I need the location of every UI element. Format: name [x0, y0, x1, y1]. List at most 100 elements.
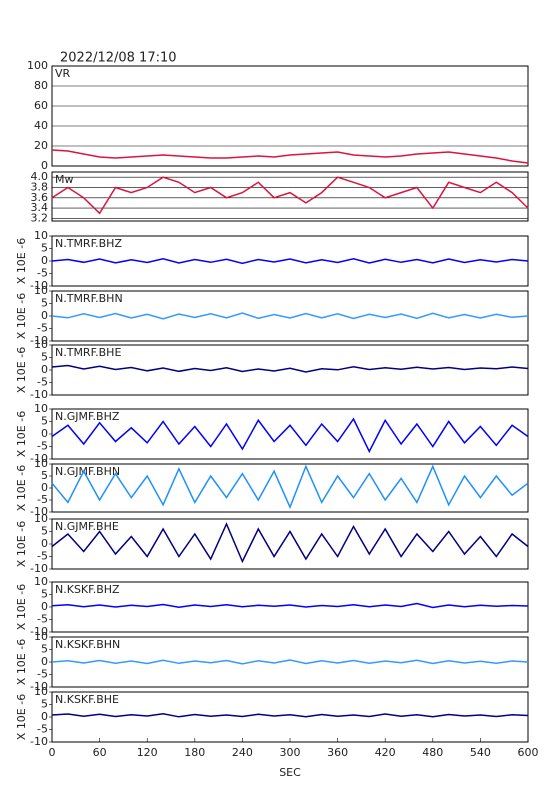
- line: [51, 659, 529, 665]
- y-tick-label: 10: [34, 229, 48, 242]
- panel-label: N.KSKF.BHZ: [55, 583, 120, 596]
- y-tick-label: -5: [37, 440, 48, 453]
- y-tick-label: -10: [30, 279, 48, 292]
- y-tick-label: 0: [41, 600, 48, 613]
- y-tick-label: 5: [41, 415, 48, 428]
- y-tick-label: 10: [34, 630, 48, 643]
- y-tick-label: 0: [41, 159, 48, 172]
- y-tick-label: 5: [41, 588, 48, 601]
- line: [51, 522, 529, 564]
- y-tick-label: 3.8: [31, 180, 49, 193]
- y-tick-label: 10: [34, 402, 48, 415]
- panel-label: Mw: [55, 173, 74, 186]
- y-tick-label: 3.4: [31, 201, 49, 214]
- panel-frame: [51, 344, 529, 396]
- x-tick-label: 480: [422, 746, 443, 759]
- line: [51, 176, 529, 215]
- y-axis-label: X 10E -6: [15, 584, 28, 630]
- y-tick-label: -5: [37, 668, 48, 681]
- panel-frame: [51, 518, 529, 570]
- y-tick-label: 0: [41, 309, 48, 322]
- y-tick-label: -5: [37, 613, 48, 626]
- line: [51, 713, 529, 718]
- panel-label: VR: [55, 67, 71, 80]
- y-tick-label: -10: [30, 334, 48, 347]
- y-tick-label: 10: [34, 338, 48, 351]
- line: [51, 602, 529, 609]
- y-tick-label: 0: [41, 254, 48, 267]
- y-tick-label: 0: [41, 481, 48, 494]
- line: [51, 312, 529, 320]
- y-axis-label: X 10E -6: [15, 347, 28, 393]
- panel-frame: [51, 65, 529, 167]
- y-tick-label: -10: [30, 388, 48, 401]
- panel-label: N.GJMF.BHN: [55, 465, 120, 478]
- panel-label: N.TMRF.BHE: [55, 346, 121, 359]
- y-tick-label: 5: [41, 525, 48, 538]
- x-axis-label: SEC: [279, 766, 301, 779]
- y-tick-label: -10: [30, 735, 48, 748]
- y-tick-label: 10: [34, 685, 48, 698]
- y-axis-label: X 10E -6: [15, 694, 28, 740]
- panel-label: N.TMRF.BHZ: [55, 237, 122, 250]
- y-tick-label: 20: [34, 139, 48, 152]
- panel-label: N.KSKF.BHE: [55, 693, 119, 706]
- y-axis-label: X 10E -6: [15, 521, 28, 567]
- x-tick-label: 300: [280, 746, 301, 759]
- chart-title: 2022/12/08 17:10: [60, 51, 177, 66]
- y-tick-label: -10: [30, 625, 48, 638]
- y-tick-label: -10: [30, 562, 48, 575]
- y-tick-label: 60: [34, 99, 48, 112]
- y-axis-label: X 10E -6: [15, 293, 28, 339]
- y-tick-label: 5: [41, 297, 48, 310]
- x-tick-label: 360: [327, 746, 348, 759]
- y-tick-label: 5: [41, 469, 48, 482]
- y-tick-label: -5: [37, 376, 48, 389]
- x-tick-label: 240: [232, 746, 253, 759]
- y-tick-label: 10: [34, 575, 48, 588]
- y-axis-label: X 10E -6: [15, 465, 28, 511]
- y-tick-label: -5: [37, 493, 48, 506]
- x-tick-label: 540: [470, 746, 491, 759]
- panel-label: N.GJMF.BHE: [55, 520, 119, 533]
- y-tick-label: 5: [41, 351, 48, 364]
- line: [51, 464, 529, 510]
- panel-frame: [51, 463, 529, 513]
- panel-frame: [51, 171, 529, 222]
- y-tick-label: -5: [37, 723, 48, 736]
- y-tick-label: 80: [34, 79, 48, 92]
- x-tick-label: 60: [93, 746, 107, 759]
- y-tick-label: 0: [41, 363, 48, 376]
- panel-label: N.KSKF.BHN: [55, 638, 120, 651]
- y-tick-label: -5: [37, 322, 48, 335]
- y-tick-label: 3.2: [31, 211, 49, 224]
- y-tick-label: 40: [34, 119, 48, 132]
- y-tick-label: 5: [41, 242, 48, 255]
- y-tick-label: 4.0: [31, 170, 49, 183]
- y-tick-label: 0: [41, 710, 48, 723]
- y-axis-label: X 10E -6: [15, 639, 28, 685]
- line: [51, 149, 529, 164]
- y-axis-label: X 10E -6: [15, 411, 28, 457]
- y-tick-label: 5: [41, 643, 48, 656]
- y-tick-label: 10: [34, 457, 48, 470]
- line: [51, 258, 529, 265]
- y-tick-label: -5: [37, 267, 48, 280]
- line: [51, 364, 529, 373]
- y-tick-label: -5: [37, 550, 48, 563]
- panel-frame: [51, 691, 529, 743]
- y-tick-label: 0: [41, 427, 48, 440]
- y-tick-label: 100: [27, 59, 48, 72]
- panel-label: N.TMRF.BHN: [55, 292, 123, 305]
- y-tick-label: 10: [34, 512, 48, 525]
- y-tick-label: 10: [34, 284, 48, 297]
- panel-frame: [51, 408, 529, 460]
- panel-label: N.GJMF.BHZ: [55, 410, 120, 423]
- x-tick-label: 120: [137, 746, 158, 759]
- x-tick-label: 180: [184, 746, 205, 759]
- y-tick-label: -10: [30, 680, 48, 693]
- y-tick-label: 5: [41, 698, 48, 711]
- y-tick-label: 0: [41, 537, 48, 550]
- x-tick-label: 0: [49, 746, 56, 759]
- y-tick-label: 3.6: [31, 191, 49, 204]
